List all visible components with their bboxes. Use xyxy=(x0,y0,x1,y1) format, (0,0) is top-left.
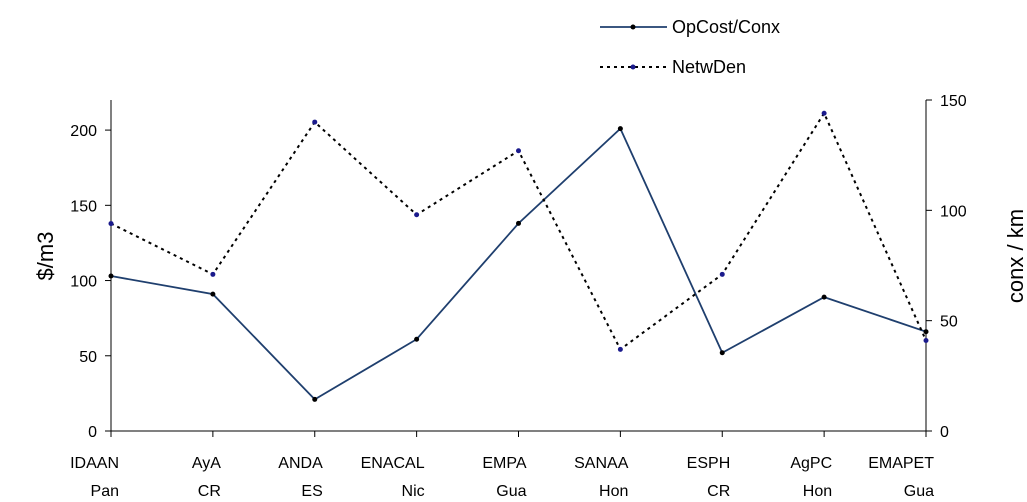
x-tick-label-line1: ANDA xyxy=(278,455,323,472)
data-point xyxy=(414,212,420,218)
x-tick-label-line2: Gua xyxy=(904,483,934,500)
data-point xyxy=(516,148,521,154)
legend-marker-0 xyxy=(630,24,636,30)
data-point xyxy=(312,119,318,125)
legend: OpCost/Conx NetwDen xyxy=(600,17,780,77)
data-point xyxy=(312,396,318,402)
series xyxy=(108,110,929,402)
x-tick-label-line2: CR xyxy=(198,483,221,500)
x-tick-label-line1: SANAA xyxy=(574,455,629,472)
legend-label-0: OpCost/Conx xyxy=(672,17,780,37)
left-axis-title: $/m3 xyxy=(33,232,58,281)
data-point xyxy=(108,273,114,279)
x-tick-label-line2: Gua xyxy=(496,483,526,500)
left-tick-label: 200 xyxy=(70,123,97,140)
axes: 0 50 100 150 200 0 50 100 150 IDAAN Pan AyA CR ANDA ES… xyxy=(70,93,967,500)
left-tick-label: 150 xyxy=(70,198,97,215)
x-tick-label-line1: AyA xyxy=(192,455,221,472)
legend-marker-1 xyxy=(630,64,636,70)
x-tick-label-line1: ESPH xyxy=(687,455,731,472)
x-tick-label-line1: EMPA xyxy=(482,455,526,472)
right-tick-label: 50 xyxy=(940,314,958,331)
data-point xyxy=(414,336,420,342)
left-tick-label: 0 xyxy=(88,424,97,441)
data-point xyxy=(923,338,929,344)
x-tick-label-line1: AgPC xyxy=(790,455,832,472)
right-tick-label: 0 xyxy=(940,424,949,441)
right-axis-title: conx / km xyxy=(1003,209,1027,303)
x-tick-label-line1: ENACAL xyxy=(361,455,425,472)
left-tick-label: 50 xyxy=(79,349,97,366)
x-tick-label-line2: Hon xyxy=(803,483,832,500)
data-point xyxy=(923,329,929,335)
data-point xyxy=(108,221,114,227)
x-tick-label-line2: CR xyxy=(707,483,730,500)
series-line-0 xyxy=(110,127,927,401)
right-tick-label: 150 xyxy=(940,93,967,110)
x-tick-label-line1: EMAPET xyxy=(868,455,934,472)
x-tick-label-line2: Nic xyxy=(402,483,425,500)
data-point xyxy=(516,220,521,226)
data-point xyxy=(617,346,623,352)
left-tick-label: 100 xyxy=(70,274,97,291)
data-point xyxy=(719,271,725,277)
data-point xyxy=(210,271,216,277)
data-point xyxy=(617,126,623,132)
data-point xyxy=(821,110,827,116)
data-point xyxy=(210,291,216,297)
x-tick-label-line2: Pan xyxy=(91,483,119,500)
x-tick-label-line1: IDAAN xyxy=(70,455,119,472)
data-point xyxy=(821,294,827,300)
legend-label-1: NetwDen xyxy=(672,57,746,77)
x-tick-label-line2: ES xyxy=(301,483,322,500)
x-tick-label-line2: Hon xyxy=(599,483,628,500)
data-point xyxy=(719,350,725,356)
right-tick-label: 100 xyxy=(940,203,967,220)
